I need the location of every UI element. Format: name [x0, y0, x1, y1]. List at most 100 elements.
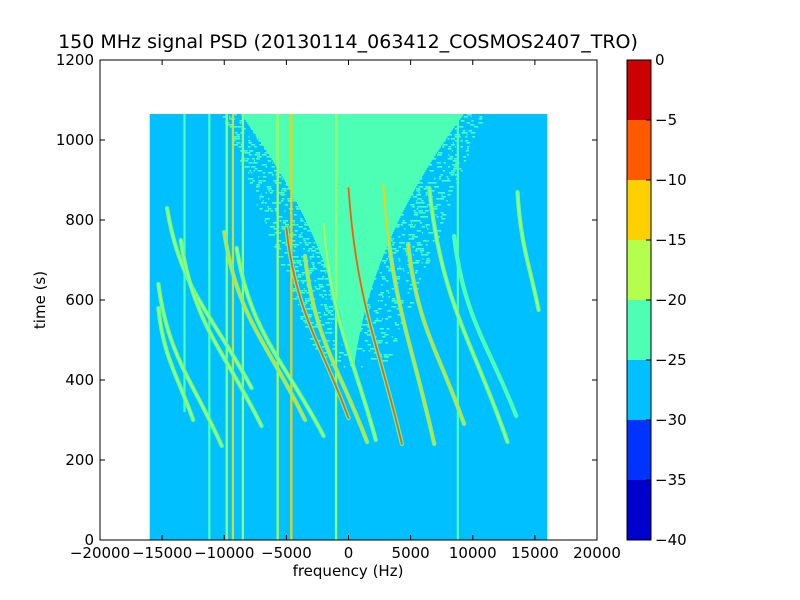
noise-speckle — [331, 224, 336, 226]
noise-speckle — [299, 194, 303, 196]
noise-core — [328, 274, 377, 276]
noise-core — [250, 126, 455, 128]
noise-speckle — [302, 248, 306, 250]
noise-speckle — [454, 146, 456, 148]
noise-speckle — [379, 164, 383, 166]
noise-speckle — [366, 334, 370, 336]
noise-speckle — [262, 130, 266, 132]
noise-speckle — [302, 138, 305, 140]
noise-speckle — [348, 330, 351, 332]
noise-speckle — [276, 240, 282, 242]
noise-speckle — [364, 340, 369, 342]
noise-speckle — [315, 152, 320, 154]
noise-speckle — [302, 212, 305, 214]
noise-speckle — [361, 168, 365, 170]
noise-speckle — [285, 168, 290, 170]
noise-speckle — [371, 260, 373, 262]
noise-speckle — [426, 228, 429, 230]
noise-speckle — [251, 166, 256, 168]
noise-speckle — [357, 322, 360, 324]
noise-core — [337, 304, 367, 306]
noise-speckle — [381, 318, 384, 320]
noise-speckle — [334, 186, 340, 188]
noise-speckle — [336, 146, 341, 148]
noise-speckle — [296, 296, 299, 298]
noise-speckle — [359, 198, 362, 200]
doppler-track — [285, 227, 350, 419]
noise-speckle — [415, 270, 419, 272]
noise-speckle — [307, 230, 311, 232]
noise-speckle — [465, 136, 468, 138]
noise-speckle — [368, 114, 370, 116]
noise-speckle — [409, 194, 414, 196]
noise-speckle — [346, 224, 352, 226]
noise-speckle — [415, 130, 417, 132]
noise-speckle — [342, 316, 344, 318]
noise-speckle — [318, 284, 323, 286]
noise-speckle — [364, 332, 368, 334]
noise-core — [331, 282, 374, 284]
noise-speckle — [299, 290, 304, 292]
colorbar-tick-label: −5 — [655, 111, 677, 129]
noise-speckle — [277, 248, 282, 250]
noise-speckle — [360, 198, 365, 200]
noise-speckle — [263, 118, 267, 120]
noise-core — [251, 128, 454, 130]
noise-speckle — [347, 240, 350, 242]
noise-speckle — [428, 116, 433, 118]
noise-speckle — [402, 248, 407, 250]
noise-speckle — [252, 180, 255, 182]
noise-speckle — [425, 118, 429, 120]
noise-speckle — [312, 230, 318, 232]
noise-speckle — [419, 166, 423, 168]
noise-speckle — [326, 310, 331, 312]
noise-speckle — [296, 170, 302, 172]
noise-speckle — [321, 324, 325, 326]
noise-speckle — [281, 168, 283, 170]
noise-speckle — [409, 190, 411, 192]
noise-speckle — [404, 130, 409, 132]
noise-speckle — [413, 214, 419, 216]
noise-speckle — [261, 114, 266, 116]
noise-core — [319, 250, 386, 252]
noise-speckle — [403, 270, 405, 272]
noise-speckle — [379, 158, 382, 160]
noise-speckle — [320, 304, 323, 306]
noise-speckle — [376, 210, 381, 212]
noise-speckle — [385, 266, 390, 268]
noise-speckle — [329, 160, 333, 162]
noise-speckle — [360, 170, 366, 172]
noise-speckle — [258, 180, 262, 182]
noise-core — [241, 114, 464, 116]
noise-speckle — [405, 250, 409, 252]
noise-speckle — [353, 160, 356, 162]
noise-speckle — [452, 142, 455, 144]
noise-speckle — [414, 180, 416, 182]
noise-speckle — [297, 192, 301, 194]
noise-speckle — [292, 194, 298, 196]
noise-speckle — [367, 192, 370, 194]
noise-speckle — [458, 136, 461, 138]
noise-speckle — [282, 158, 287, 160]
noise-speckle — [323, 134, 328, 136]
noise-speckle — [372, 256, 374, 258]
noise-core — [266, 150, 439, 152]
noise-speckle — [279, 142, 281, 144]
noise-speckle — [293, 200, 297, 202]
noise-core — [277, 168, 427, 170]
noise-speckle — [406, 136, 411, 138]
noise-speckle — [330, 196, 334, 198]
noise-speckle — [372, 264, 374, 266]
noise-speckle — [344, 304, 348, 306]
noise-speckle — [331, 246, 335, 248]
noise-speckle — [289, 270, 291, 272]
noise-speckle — [336, 118, 339, 120]
noise-speckle — [374, 162, 377, 164]
noise-speckle — [479, 116, 483, 118]
noise-speckle — [462, 130, 466, 132]
noise-speckle — [398, 258, 401, 260]
noise-speckle — [337, 276, 342, 278]
noise-speckle — [396, 128, 398, 130]
noise-core — [321, 256, 383, 258]
noise-speckle — [319, 294, 323, 296]
